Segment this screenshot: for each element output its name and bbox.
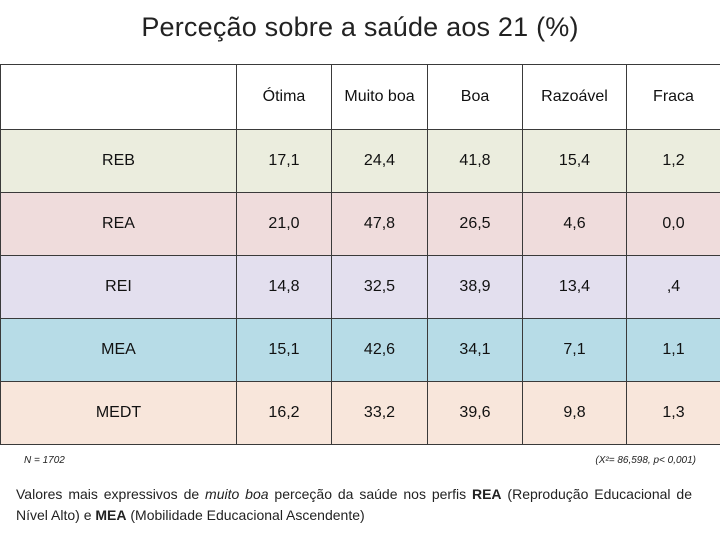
page-title: Perceção sobre a saúde aos 21 (%) <box>141 12 579 42</box>
table-cell: 47,8 <box>331 192 428 256</box>
header-corner <box>0 64 237 130</box>
table-row: MEDT 16,2 33,2 39,6 9,8 1,3 <box>0 381 720 445</box>
caption-part: (Reprodução Educacional de Nível Alto) e <box>16 486 692 523</box>
table-cell: 15,4 <box>522 129 627 193</box>
caption-text: Valores mais expressivos de muito boa pe… <box>16 484 692 526</box>
table-cell: 7,1 <box>522 318 627 382</box>
row-label: REB <box>0 129 237 193</box>
table-cell: 14,8 <box>236 255 332 319</box>
table-row: MEA 15,1 42,6 34,1 7,1 1,1 <box>0 318 720 382</box>
table-cell: 9,8 <box>522 381 627 445</box>
table-cell: 1,1 <box>626 318 720 382</box>
column-header: Muito boa <box>331 64 428 130</box>
table-cell: 34,1 <box>427 318 523 382</box>
table-cell: 33,2 <box>331 381 428 445</box>
caption-strong: REA <box>471 486 502 502</box>
table-cell: 13,4 <box>522 255 627 319</box>
table-cell: 42,6 <box>331 318 428 382</box>
row-label: REA <box>0 192 237 256</box>
column-header: Ótima <box>236 64 332 130</box>
table-cell: ,4 <box>626 255 720 319</box>
chi-square-note: (X²= 86,598, p< 0,001) <box>595 455 696 466</box>
caption-part: perceção da saúde nos perfis <box>268 486 472 502</box>
table-cell: 26,5 <box>427 192 523 256</box>
table-cell: 24,4 <box>331 129 428 193</box>
table-cell: 38,9 <box>427 255 523 319</box>
caption-part: Valores mais expressivos de <box>16 486 206 502</box>
table-cell: 1,2 <box>626 129 720 193</box>
caption-part: (Mobilidade Educacional Ascendente) <box>126 507 365 523</box>
table-cell: 41,8 <box>427 129 523 193</box>
column-header: Boa <box>427 64 523 130</box>
sample-size-note: N = 1702 <box>24 455 65 466</box>
column-header: Fraca <box>626 64 720 130</box>
table-cell: 15,1 <box>236 318 332 382</box>
table-cell: 0,0 <box>626 192 720 256</box>
row-label: MEA <box>0 318 237 382</box>
health-perception-table: Ótima Muito boa Boa Razoável Fraca REB 1… <box>0 64 720 445</box>
table-cell: 1,3 <box>626 381 720 445</box>
table-row: REI 14,8 32,5 38,9 13,4 ,4 <box>0 255 720 319</box>
table-cell: 17,1 <box>236 129 332 193</box>
table-row: REA 21,0 47,8 26,5 4,6 0,0 <box>0 192 720 256</box>
caption-emphasis: muito boa <box>205 486 269 502</box>
row-label: MEDT <box>0 381 237 445</box>
table-row: REB 17,1 24,4 41,8 15,4 1,2 <box>0 129 720 193</box>
table-cell: 16,2 <box>236 381 332 445</box>
table-cell: 4,6 <box>522 192 627 256</box>
column-header: Razoável <box>522 64 627 130</box>
caption-strong: MEA <box>95 507 127 523</box>
table-cell: 21,0 <box>236 192 332 256</box>
table-header-row: Ótima Muito boa Boa Razoável Fraca <box>0 64 720 130</box>
row-label: REI <box>0 255 237 319</box>
table-cell: 39,6 <box>427 381 523 445</box>
table-cell: 32,5 <box>331 255 428 319</box>
